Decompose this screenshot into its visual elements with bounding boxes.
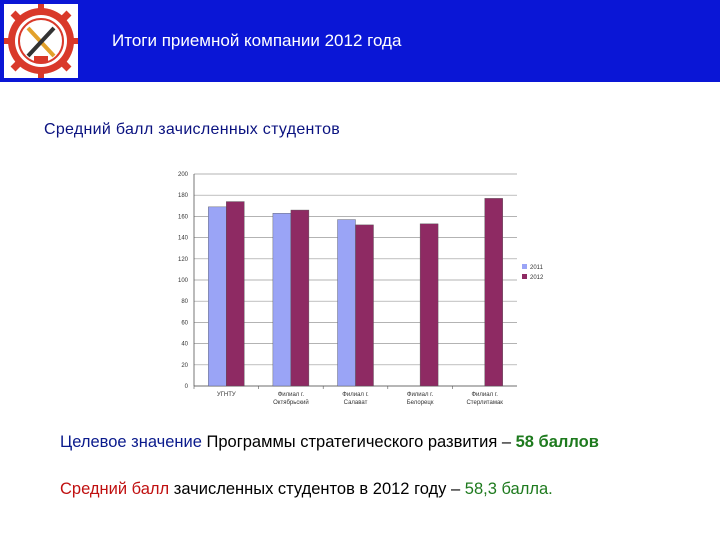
bar-2012 xyxy=(419,223,439,387)
bar-chart-svg: 0 20 40 60 80 100 120 140 160 180 200 УГНТУ Филиал г… xyxy=(178,172,544,406)
legend-swatch xyxy=(522,274,527,279)
y-tick-label: 0 xyxy=(185,384,189,390)
x-tick-label: Октябрьский xyxy=(273,399,309,406)
legend-swatch xyxy=(522,264,527,269)
target-value: 58 баллов xyxy=(515,433,599,451)
y-tick-label: 180 xyxy=(178,193,189,199)
x-tick-label: Филиал г. xyxy=(342,392,369,398)
university-logo xyxy=(4,4,78,78)
header-bar: Итоги приемной компании 2012 года xyxy=(0,0,720,82)
gear-emblem-icon xyxy=(4,4,78,78)
target-text: Программы стратегического развития – xyxy=(201,433,516,451)
actual-label: Средний балл xyxy=(60,480,170,498)
actual-value: 58,3 балла. xyxy=(464,480,553,498)
bar-2011 xyxy=(337,219,356,387)
y-tick-label: 200 xyxy=(178,172,189,178)
bar-2012 xyxy=(484,198,503,387)
y-tick-label: 120 xyxy=(178,257,189,263)
bar-2011 xyxy=(272,213,292,387)
bar-2012 xyxy=(355,224,374,387)
actual-text: зачисленных студентов в 2012 году – xyxy=(169,480,465,498)
y-tick-label: 160 xyxy=(178,214,189,220)
y-tick-label: 20 xyxy=(181,363,188,369)
y-tick-label: 100 xyxy=(178,278,189,284)
bar-2012 xyxy=(290,209,310,387)
x-tick-label: Стерлитамак xyxy=(466,400,503,406)
legend-label: 2011 xyxy=(530,265,544,271)
page-title: Итоги приемной компании 2012 года xyxy=(112,31,402,50)
bar-2012 xyxy=(226,201,245,387)
x-tick-label: Филиал г. xyxy=(407,392,434,398)
y-tick-label: 80 xyxy=(181,299,188,305)
target-label: Целевое значение xyxy=(60,433,202,451)
x-tick-label: Салават xyxy=(344,400,368,406)
y-tick-label: 140 xyxy=(178,236,189,242)
legend-label: 2012 xyxy=(530,275,544,281)
y-tick-label: 60 xyxy=(181,320,188,326)
bar-2011 xyxy=(208,206,227,387)
x-tick-label: Филиал г. xyxy=(278,392,305,398)
x-tick-label: УГНТУ xyxy=(217,392,236,398)
chart-subtitle: Средний балл зачисленных студентов xyxy=(44,121,341,138)
x-tick-label: Белорецк xyxy=(407,400,434,406)
x-tick-label: Филиал г. xyxy=(471,392,498,398)
bar-chart: 0 20 40 60 80 100 120 140 160 180 200 УГНТУ Филиал г… xyxy=(160,162,560,417)
y-tick-label: 40 xyxy=(181,342,188,348)
target-value-line: Целевое значение Программы стратегическо… xyxy=(60,433,599,452)
actual-value-line: Средний балл зачисленных студентов в 201… xyxy=(60,480,553,499)
